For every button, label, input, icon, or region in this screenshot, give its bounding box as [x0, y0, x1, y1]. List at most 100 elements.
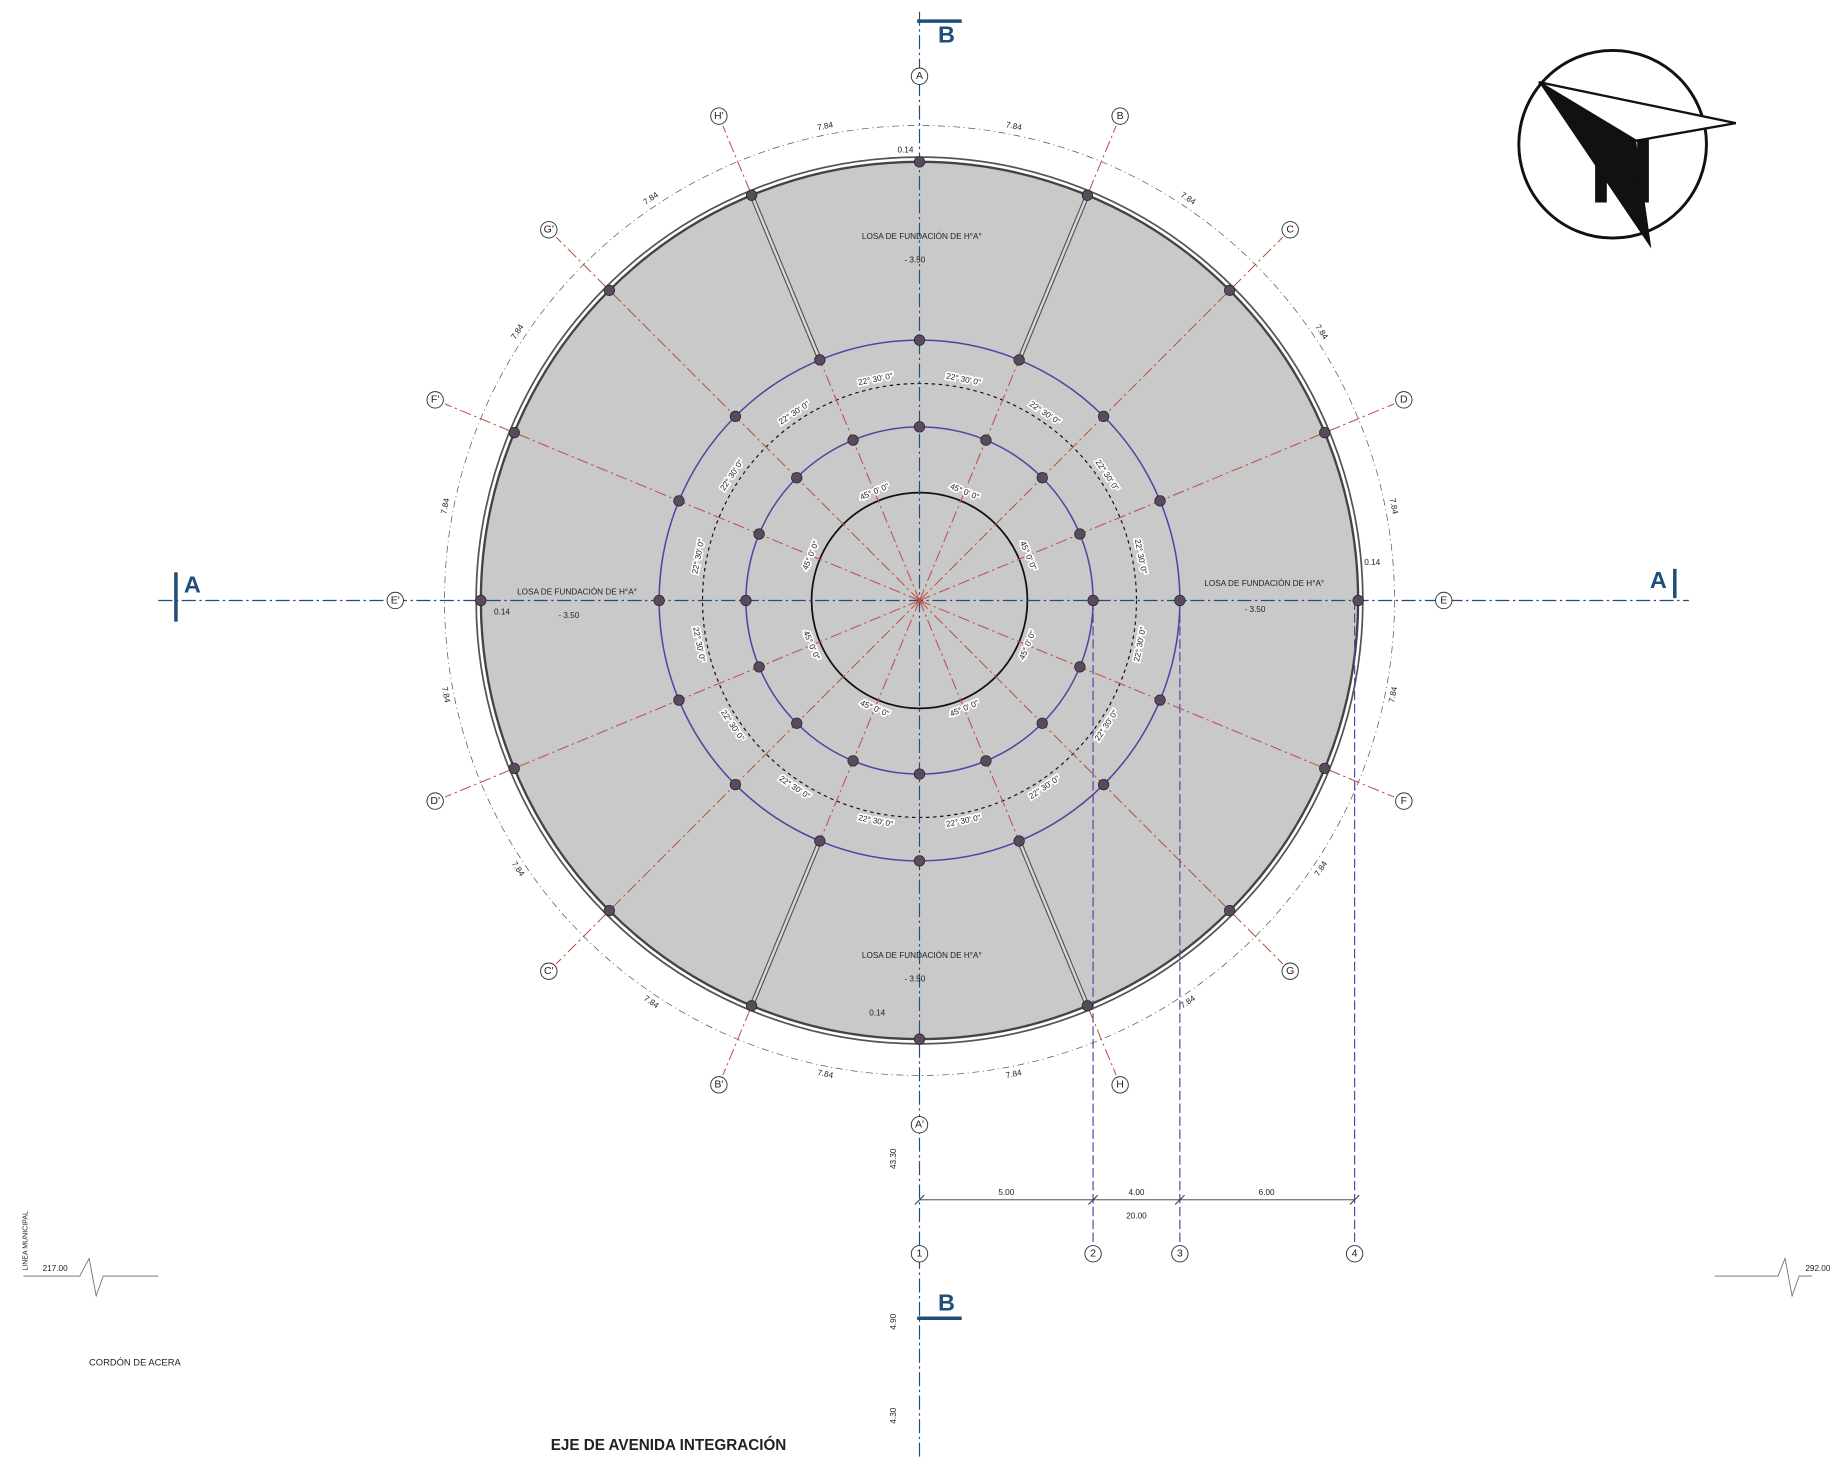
thickness-label: 0.14 — [494, 607, 510, 616]
node — [1224, 905, 1236, 917]
node — [1319, 762, 1331, 774]
north-label: N — [1589, 120, 1655, 222]
grid-bubble — [910, 1245, 929, 1263]
axis-label: E' — [391, 594, 400, 606]
node — [1074, 661, 1086, 673]
axis-bubble — [1281, 221, 1299, 239]
vertical-dimension: 4.30 — [889, 1407, 898, 1423]
wall-core — [1018, 194, 1089, 361]
wall-core — [750, 840, 821, 1007]
north-arrow — [1517, 48, 1737, 249]
section-label: B — [938, 22, 955, 48]
slab-label: LOSA DE FUNDACIÓN DE H°A° — [517, 586, 637, 596]
axis-label: B — [1117, 110, 1124, 122]
node — [729, 778, 742, 791]
thickness-label: 0.14 — [869, 1008, 885, 1017]
axis-label: D — [1400, 394, 1408, 406]
slab-label: LOSA DE FUNDACIÓN DE H°A° — [1204, 578, 1324, 588]
note: 292.00 — [1805, 1264, 1830, 1273]
node — [913, 156, 926, 168]
node — [603, 284, 615, 296]
dimension-label: 7.84 — [440, 686, 452, 704]
node — [673, 694, 685, 706]
axis-bubble — [910, 67, 929, 85]
axis-bubble — [386, 591, 404, 610]
node — [1036, 717, 1048, 729]
node — [746, 1000, 758, 1012]
axis-label: A' — [915, 1119, 924, 1131]
section-label: A — [184, 572, 201, 598]
slab-label: LOSA DE FUNDACIÓN DE H°A° — [862, 950, 982, 960]
grid-label: 1 — [917, 1248, 923, 1260]
grid-label: 2 — [1090, 1248, 1096, 1260]
node — [913, 421, 926, 433]
dimension-ring — [444, 125, 1395, 1076]
wall-core — [1018, 840, 1089, 1007]
node — [603, 905, 615, 917]
node — [746, 189, 758, 201]
dimension-tick — [1349, 1194, 1360, 1205]
level-label: - 3.50 — [1244, 605, 1265, 614]
node — [753, 528, 765, 540]
node — [1087, 594, 1099, 607]
axis-bubble — [540, 962, 558, 980]
grid-label: 3 — [1177, 1248, 1183, 1260]
axis-bubble — [1395, 792, 1413, 810]
node — [1319, 426, 1331, 439]
grid-dimension: 4.00 — [1129, 1188, 1145, 1197]
dimension-tick — [1174, 1194, 1185, 1205]
node — [980, 755, 992, 767]
vertical-dimension: 43.30 — [889, 1148, 898, 1169]
node — [1224, 284, 1236, 296]
node — [1154, 694, 1166, 706]
node — [1081, 189, 1093, 201]
section-label: B — [938, 1289, 955, 1315]
dimension-tick — [914, 1194, 925, 1205]
axis-bubble — [1111, 107, 1129, 125]
dimension-label: 7.84 — [1388, 497, 1400, 515]
node — [1097, 410, 1110, 423]
note: EJE DE AVENIDA INTEGRACIÓN — [551, 1436, 787, 1454]
axis-label: F — [1401, 795, 1408, 807]
dimension-tick — [1088, 1194, 1099, 1205]
note: LINEA MUNICIPAL — [23, 1211, 30, 1271]
level-label: - 3.50 — [904, 974, 925, 983]
axis-label: C' — [544, 965, 554, 977]
axis-bubble — [426, 391, 444, 409]
node — [980, 434, 992, 446]
axis-label: H — [1116, 1079, 1124, 1091]
node — [753, 661, 765, 673]
node — [1013, 835, 1025, 847]
node — [673, 495, 685, 507]
section-label: A — [1650, 567, 1667, 593]
axis-bubble — [1111, 1076, 1129, 1094]
axis-bubble — [910, 1116, 929, 1134]
dimension-label: 7.84 — [817, 1068, 835, 1080]
grid-bubble — [1345, 1245, 1364, 1263]
slab-label: LOSA DE FUNDACIÓN DE H°A° — [862, 231, 982, 241]
level-label: - 3.50 — [558, 611, 579, 620]
grid-label: 4 — [1352, 1248, 1358, 1260]
dimension-label: 7.84 — [816, 120, 834, 132]
axis-bubble — [1281, 962, 1299, 980]
node — [508, 426, 520, 439]
node — [791, 472, 803, 484]
node — [791, 717, 803, 729]
note: 217.00 — [43, 1264, 68, 1273]
note: CORDÓN DE ACERA — [89, 1357, 181, 1367]
grid-total: 20.00 — [1126, 1211, 1147, 1220]
grid-bubble — [1084, 1245, 1102, 1263]
break-line — [1714, 1256, 1813, 1298]
node — [1174, 594, 1186, 607]
axis-bubble — [710, 1076, 728, 1094]
thickness-label: 0.14 — [1364, 558, 1380, 567]
axis-bubble — [1395, 391, 1413, 409]
node — [475, 594, 487, 607]
node — [847, 755, 859, 767]
axis-bubble — [1435, 591, 1453, 610]
node — [508, 762, 520, 774]
node — [740, 594, 752, 607]
node — [913, 334, 926, 346]
axis-label: G — [1286, 965, 1294, 977]
